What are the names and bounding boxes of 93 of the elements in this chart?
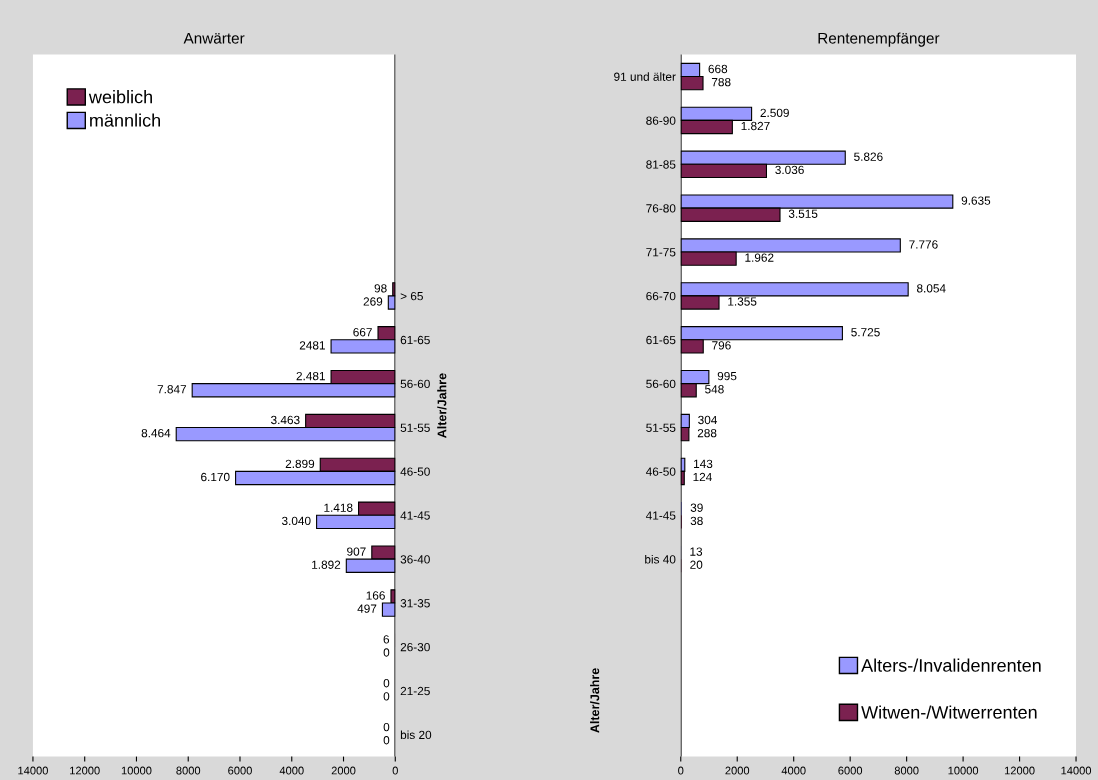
data-label: 3.040: [281, 516, 311, 526]
data-label: 667: [353, 328, 372, 337]
y-tick-label: 36-40: [400, 555, 430, 564]
data-label: 0: [383, 679, 390, 688]
data-label: 143: [694, 459, 713, 468]
x-tick-label: 4000: [781, 766, 806, 775]
data-label: 13: [690, 547, 703, 556]
data-label: 1.355: [728, 297, 757, 306]
data-label: 8.464: [141, 428, 171, 438]
data-label: 6.170: [201, 472, 230, 482]
x-tick-label: 0: [392, 766, 398, 775]
data-label: 0: [383, 648, 390, 657]
legend-label: Alters-/Invalidenrenten: [861, 658, 1041, 672]
y-tick-label: 66-70: [646, 291, 676, 301]
data-label: 907: [347, 547, 366, 556]
data-label: 304: [698, 415, 718, 425]
y-tick-label: 21-25: [400, 686, 430, 696]
x-tick-label: 0: [678, 766, 684, 775]
y-tick-label: 41-45: [645, 511, 676, 520]
data-label: 668: [708, 64, 728, 74]
data-label: 269: [363, 297, 383, 306]
data-label: 166: [366, 591, 385, 600]
legend-label: Witwen-/Witwerrenten: [861, 705, 1037, 719]
data-label: 9.635: [961, 196, 991, 205]
x-tick-label: 14000: [18, 766, 48, 775]
data-label: 124: [693, 472, 712, 482]
x-tick-label: 6000: [228, 766, 252, 775]
y-tick-label: 51-55: [400, 423, 430, 432]
y-tick-label: > 65: [400, 291, 423, 301]
data-label: 788: [711, 77, 731, 87]
x-tick-label: 8000: [894, 766, 919, 775]
x-tick-label: 4000: [279, 766, 304, 775]
data-label: 3.515: [788, 209, 818, 218]
y-tick-label: 56-60: [646, 379, 676, 389]
chart-title: Anwärter: [183, 32, 245, 44]
data-label: 288: [697, 428, 717, 438]
data-label: 1.418: [324, 503, 353, 512]
y-tick-label: bis 20: [400, 730, 432, 740]
data-label: 5.725: [851, 328, 880, 337]
data-label: 796: [712, 341, 731, 350]
x-tick-label: 10000: [948, 766, 979, 775]
data-label: 1.827: [741, 121, 770, 131]
x-tick-label: 10000: [121, 766, 152, 775]
y-axis-title: Alter/Jahre: [437, 373, 447, 438]
data-label: 7.776: [909, 240, 938, 249]
x-tick-label: 12000: [70, 766, 100, 775]
data-label: 2481: [299, 341, 325, 350]
data-label: 2.899: [285, 459, 315, 468]
y-tick-label: 41-45: [400, 511, 430, 520]
data-label: 8.054: [917, 284, 946, 293]
y-tick-label: 91 und älter: [614, 72, 676, 81]
y-tick-label: 46-50: [645, 467, 676, 476]
data-label: 5.826: [854, 152, 883, 161]
chart-title: Rentenempfänger: [818, 32, 940, 47]
data-label: 0: [383, 692, 390, 701]
x-tick-label: 2000: [331, 766, 356, 775]
y-axis-title: Alter/Jahre: [590, 668, 600, 733]
data-label: 0: [383, 722, 390, 732]
y-tick-label: 76-80: [646, 204, 676, 213]
x-tick-label: 2000: [725, 766, 750, 775]
y-tick-label: 81-85: [646, 160, 676, 169]
x-tick-label: 12000: [1004, 766, 1035, 775]
data-label: 548: [705, 385, 724, 394]
y-tick-label: 86-90: [646, 116, 676, 125]
x-tick-label: 14000: [1061, 766, 1092, 775]
x-tick-label: 6000: [838, 766, 863, 775]
y-tick-label: 71-75: [646, 248, 676, 257]
data-label: 2.481: [296, 371, 325, 381]
y-tick-label: 46-50: [400, 467, 430, 476]
data-label: 1.962: [745, 253, 774, 262]
data-label: 6: [383, 635, 390, 644]
data-label: 2.509: [760, 108, 789, 117]
y-tick-label: 31-35: [400, 599, 430, 608]
y-tick-label: 26-30: [400, 642, 430, 652]
data-label: 995: [717, 371, 737, 381]
data-label: 1.892: [312, 560, 341, 569]
data-label: 38: [690, 516, 703, 526]
data-label: 497: [357, 604, 377, 613]
data-label: 20: [690, 560, 703, 569]
data-label: 3.036: [775, 165, 804, 175]
x-tick-label: 8000: [176, 766, 201, 775]
data-label: 0: [383, 736, 390, 745]
y-tick-label: 61-65: [646, 335, 676, 345]
legend-label: männlich: [90, 113, 160, 127]
data-label: 7.847: [157, 385, 187, 394]
y-tick-label: 61-65: [400, 335, 430, 345]
data-label: 39: [690, 503, 703, 512]
y-tick-label: 51-55: [646, 423, 676, 432]
y-tick-label: 56-60: [400, 379, 430, 389]
data-label: 3.463: [271, 415, 300, 425]
legend-label: weiblich: [88, 90, 152, 104]
y-tick-label: bis 40: [645, 554, 676, 564]
data-label: 98: [374, 284, 387, 293]
